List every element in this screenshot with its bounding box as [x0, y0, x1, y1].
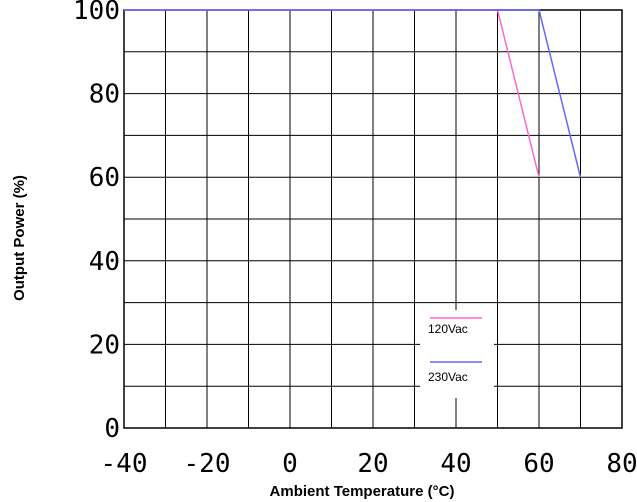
- x-axis-title: Ambient Temperature (°C): [270, 483, 455, 500]
- x-tick-label: 0: [282, 449, 298, 479]
- y-tick-label: 40: [89, 247, 120, 277]
- x-tick-label: 80: [606, 449, 637, 479]
- series-line-230vac: [124, 9, 582, 178]
- legend-label-230vac: 230Vac: [428, 370, 468, 384]
- x-tick-label: 20: [357, 449, 388, 479]
- legend: 120Vac 230Vac: [420, 310, 494, 398]
- legend-label-120vac: 120Vac: [428, 322, 468, 336]
- x-tick-label: 40: [440, 449, 471, 479]
- x-tick-label: -40: [101, 449, 148, 479]
- legend-box: [420, 310, 494, 398]
- x-tick-label: -20: [184, 449, 231, 479]
- series-lines: [124, 9, 582, 178]
- grid: [123, 9, 623, 429]
- y-tick-label: 0: [104, 414, 120, 444]
- y-tick-label: 80: [89, 80, 120, 110]
- y-axis-title: Output Power (%): [11, 175, 28, 301]
- y-tick-label: 100: [73, 0, 120, 26]
- y-tick-label: 20: [89, 330, 120, 360]
- x-tick-label: 60: [523, 449, 554, 479]
- y-tick-label: 60: [89, 163, 120, 193]
- tick-labels: -40 -20 0 20 40 60 80 0 20 40 60 80 100: [73, 0, 637, 479]
